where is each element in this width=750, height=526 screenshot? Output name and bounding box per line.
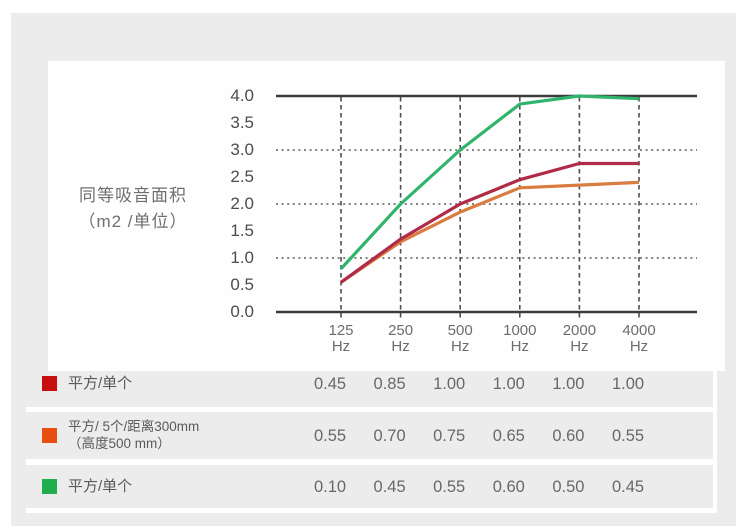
table-value: 0.55 <box>611 426 645 445</box>
y-tick-label: 2.5 <box>230 167 254 186</box>
y-tick-label: 3.0 <box>230 140 254 159</box>
table-row: 平方/ 5个/距离300mm （高度500 mm） 0.55 0.70 0.75 0.… <box>11 412 714 459</box>
x-tick-unit: Hz <box>570 338 589 355</box>
y-tick-label: 1.0 <box>230 248 254 267</box>
table-row: 平方/单个 0.45 0.85 1.00 1.00 1.00 1.00 <box>11 360 714 407</box>
series-line <box>340 161 639 284</box>
row-separator <box>26 407 714 412</box>
x-tick-unit: Hz <box>451 338 470 355</box>
x-tick-label: 500 Hz <box>430 323 490 355</box>
row-label: 平方/单个 <box>68 375 133 392</box>
table-value: 1.00 <box>492 374 525 393</box>
table-value: 0.10 <box>313 477 347 496</box>
y-axis-title: 同等吸音面积 （m2 /单位） <box>63 183 203 235</box>
line-chart <box>276 94 697 319</box>
table-value: 1.00 <box>611 374 645 393</box>
series-swatch-green <box>42 479 57 494</box>
y-tick-label: 0.5 <box>230 275 254 294</box>
y-axis-title-line2: （m2 /单位） <box>78 212 188 231</box>
x-tick-unit: Hz <box>510 338 529 355</box>
x-tick-label: 2000 Hz <box>549 323 609 355</box>
x-tick-freq: 125 <box>328 322 354 339</box>
table-value: 1.00 <box>552 374 585 393</box>
row-label: 平方/ 5个/距离300mm （高度500 mm） <box>68 418 199 452</box>
row-label-line1: 平方/ 5个/距离300mm <box>68 419 200 434</box>
x-tick-unit: Hz <box>629 338 649 355</box>
table-value: 0.55 <box>313 426 347 445</box>
x-tick-unit: Hz <box>331 338 351 355</box>
table-value: 0.60 <box>492 477 525 496</box>
table-value: 0.65 <box>492 426 525 445</box>
table-value: 0.45 <box>373 477 406 496</box>
series-swatch-red <box>42 376 57 391</box>
x-tick-label: 1000 Hz <box>490 323 550 355</box>
series-swatch-orange <box>42 428 57 443</box>
x-tick-freq: 2000 <box>562 322 597 339</box>
content-panel: 同等吸音面积 （m2 /单位） 0.0 0.5 1.0 1.5 2.0 2.5 3.0 3.5… <box>11 13 736 526</box>
table-value: 0.45 <box>611 477 645 496</box>
series-line <box>339 94 640 270</box>
row-label: 平方/单个 <box>68 478 133 495</box>
table-row: 平方/单个 0.10 0.45 0.55 0.60 0.50 0.45 <box>11 465 714 508</box>
table-value: 0.60 <box>552 426 585 445</box>
table-right-gridline <box>713 358 717 513</box>
x-tick-freq: 1000 <box>503 322 537 339</box>
x-tick-unit: Hz <box>391 338 410 355</box>
x-tick-label: 125 Hz <box>311 323 371 355</box>
chart-card: 同等吸音面积 （m2 /单位） 0.0 0.5 1.0 1.5 2.0 2.5 3.0 3.5… <box>48 61 725 371</box>
table-value: 0.55 <box>433 477 466 496</box>
row-separator <box>26 508 714 513</box>
x-tick-freq: 4000 <box>622 322 656 339</box>
y-tick-label: 0.0 <box>230 302 254 321</box>
x-tick-freq: 250 <box>388 322 414 339</box>
table-value: 0.50 <box>552 477 585 496</box>
table-value: 0.75 <box>433 426 466 445</box>
y-tick-label: 1.5 <box>230 221 254 240</box>
table-value: 0.45 <box>313 374 347 393</box>
table-value: 1.00 <box>433 374 466 393</box>
x-tick-label: 4000 Hz <box>609 323 669 355</box>
y-tick-label: 2.0 <box>230 194 254 213</box>
series-line <box>340 180 640 284</box>
row-separator <box>26 459 714 465</box>
y-tick-label: 4.0 <box>230 86 254 105</box>
table-value: 0.70 <box>373 426 406 445</box>
row-label-line2: （高度500 mm） <box>68 436 171 451</box>
y-axis-title-line1: 同等吸音面积 <box>79 186 187 205</box>
y-tick-label: 3.5 <box>230 113 254 132</box>
x-tick-label: 250 Hz <box>371 323 431 355</box>
x-tick-freq: 500 <box>447 322 473 339</box>
table-value: 0.85 <box>373 374 406 393</box>
